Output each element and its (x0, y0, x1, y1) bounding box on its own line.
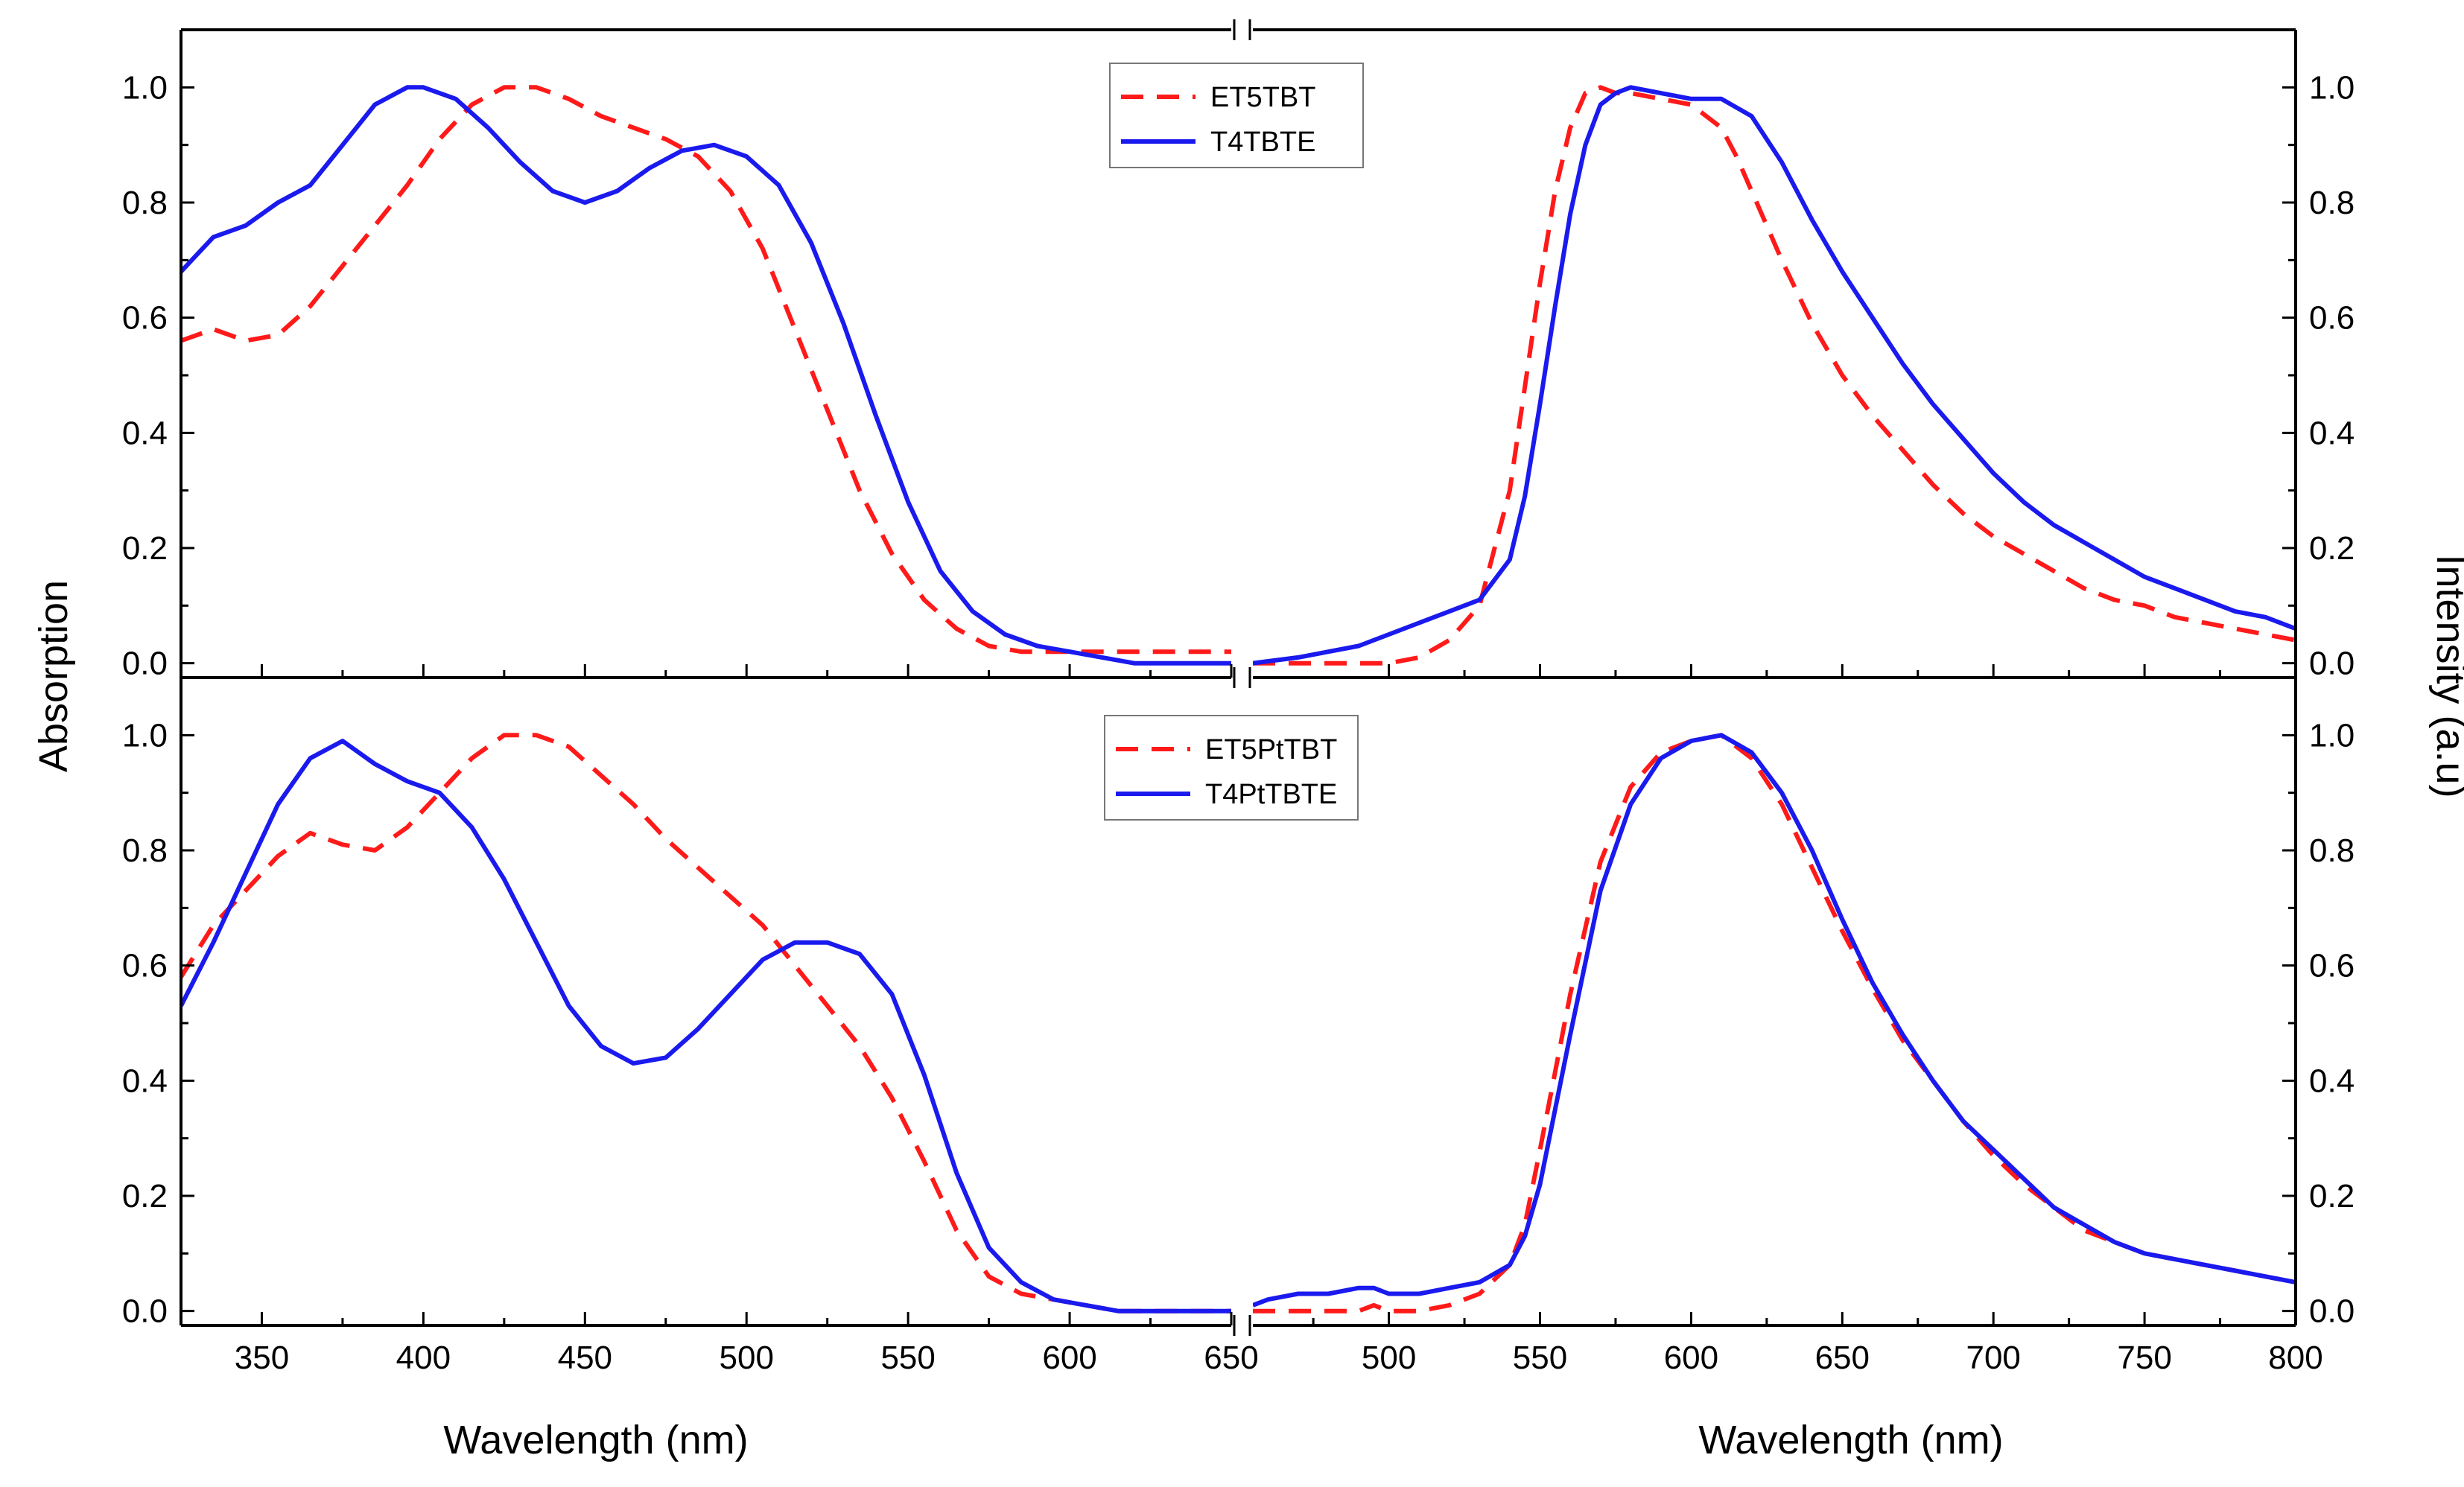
x-tick-label: 750 (2117, 1340, 2171, 1376)
y-tick-label: 0.6 (2309, 948, 2355, 984)
x-tick-label: 400 (396, 1340, 451, 1376)
x-tick-label: 650 (1204, 1340, 1258, 1376)
y-tick-label: 0.2 (2309, 1178, 2355, 1214)
y-tick-label: 0.0 (122, 646, 168, 682)
x-tick-label: 550 (1513, 1340, 1567, 1376)
y-tick-label: 0.4 (122, 1063, 168, 1099)
y-tick-label: 0.2 (122, 530, 168, 567)
legend-label-et5tbt: ET5TBT (1210, 82, 1315, 113)
left-axis-title: Absorption (31, 580, 76, 772)
y-tick-label: 0.8 (122, 185, 168, 221)
x-tick-label: 600 (1042, 1340, 1096, 1376)
series-line-t4pttbte (1253, 733, 2296, 1308)
y-tick-label: 1.0 (122, 717, 168, 754)
legend: ET5PtTBT T4PtTBTE (1104, 715, 1359, 821)
series-line-et5tbt (181, 85, 1231, 655)
x-tick-label: 650 (1815, 1340, 1870, 1376)
panel-top-absorption: 0.0 0.2 0.4 0.6 0.8 1.0 ET5TBT T4TBTE (122, 63, 1364, 682)
left-x-axis-title: Wavelength (nm) (443, 1418, 748, 1462)
y-tick-label: 0.6 (2309, 300, 2355, 337)
y-tick-label: 1.0 (122, 69, 168, 106)
right-axis-title: Intensity (a.u) (2428, 554, 2464, 797)
axes-frames (180, 19, 2297, 1336)
panel-bottom-emission: 0.0 0.2 0.4 0.6 0.8 1.0 500 550 600 650 700 750 800 (1253, 717, 2355, 1376)
y-tick-label: 0.8 (2309, 185, 2355, 221)
y-tick-label: 0.0 (2309, 1293, 2355, 1330)
panel-bottom-absorption: 0.0 0.2 0.4 0.6 0.8 1.0 350 400 450 500 550 600 650 E… (122, 715, 1359, 1376)
legend-box (1104, 715, 1359, 821)
x-tick-label: 550 (880, 1340, 935, 1376)
series-line-t4pttbte (181, 739, 1231, 1314)
legend-label-t4tbte: T4TBTE (1210, 127, 1315, 158)
series-line-et5pttbt (181, 733, 1231, 1314)
legend: ET5TBT T4TBTE (1109, 63, 1364, 168)
legend-label-t4pttbte: T4PtTBTE (1205, 779, 1337, 810)
legend-box (1109, 63, 1364, 168)
y-tick-label: 1.0 (2309, 69, 2355, 106)
series-line-et5tbt (1253, 85, 2296, 666)
series-line-et5pttbt (1253, 733, 2296, 1314)
panel-top-emission: 0.0 0.2 0.4 0.6 0.8 1.0 (1253, 69, 2355, 682)
x-tick-label: 500 (720, 1340, 774, 1376)
y-tick-label: 0.2 (2309, 530, 2355, 567)
x-tick-label: 450 (558, 1340, 612, 1376)
y-tick-label: 0.0 (2309, 646, 2355, 682)
y-tick-label: 0.6 (122, 300, 168, 337)
x-tick-label: 600 (1664, 1340, 1718, 1376)
y-tick-label: 0.4 (2309, 415, 2355, 451)
y-tick-label: 0.2 (122, 1178, 168, 1214)
y-tick-label: 0.8 (122, 832, 168, 869)
panels: 0.00.20.40.60.81.0 ET5TBTT4TBTE0.00.20.40… (122, 63, 2355, 1376)
y-tick-label: 0.0 (122, 1293, 168, 1330)
right-x-axis-title: Wavelength (nm) (1698, 1418, 2003, 1462)
x-tick-label: 800 (2268, 1340, 2322, 1376)
x-tick-label: 500 (1362, 1340, 1416, 1376)
x-tick-label: 350 (235, 1340, 289, 1376)
x-tick-label: 700 (1966, 1340, 2020, 1376)
y-tick-label: 1.0 (2309, 717, 2355, 754)
y-tick-label: 0.4 (122, 415, 168, 451)
y-tick-label: 0.6 (122, 948, 168, 984)
legend-label-et5pttbt: ET5PtTBT (1205, 734, 1337, 765)
series-line-t4tbte (181, 85, 1231, 666)
y-tick-label: 0.8 (2309, 832, 2355, 869)
series-line-t4tbte (1253, 85, 2296, 666)
y-tick-label: 0.4 (2309, 1063, 2355, 1099)
